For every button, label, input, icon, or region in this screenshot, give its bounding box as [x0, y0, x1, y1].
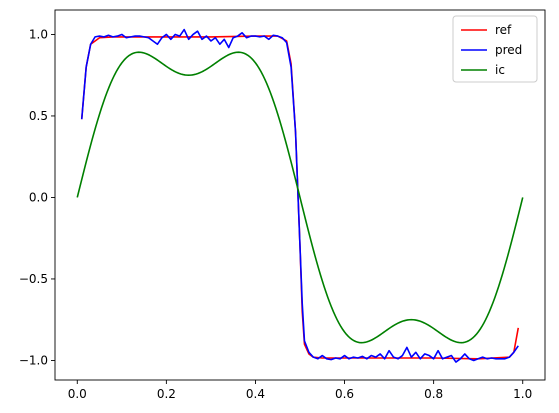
y-tick-label: 1.0: [29, 27, 48, 41]
x-tick-label: 0.4: [246, 387, 265, 401]
legend-label-pred: pred: [495, 43, 522, 57]
legend-box: [452, 15, 538, 83]
y-tick-label: 0.0: [29, 190, 48, 204]
x-tick-label: 0.2: [157, 387, 176, 401]
x-tick-label: 0.8: [424, 387, 443, 401]
legend-label-ref: ref: [495, 23, 512, 37]
axes-frame: [54, 9, 546, 381]
y-tick-label: −0.5: [19, 272, 48, 286]
axes: 0.0 0.2 0.4 0.6 0.8 1.0 −1.0 −0.5 0.0 0.5 1.0: [19, 9, 546, 401]
x-tick-label: 1.0: [513, 387, 532, 401]
y-tick-label: 0.5: [29, 109, 48, 123]
x-tick-label: 0.6: [335, 387, 354, 401]
legend-label-ic: ic: [495, 63, 505, 77]
series-line-pred: [80, 28, 519, 363]
legend: ref pred ic: [452, 15, 538, 83]
series-line-ic: [76, 51, 524, 344]
y-tick-label: −1.0: [19, 353, 48, 367]
x-tick-label: 0.0: [68, 387, 87, 401]
plot-area: [76, 28, 524, 363]
